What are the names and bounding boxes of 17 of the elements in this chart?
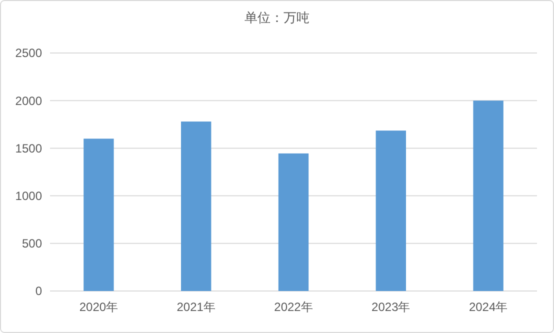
- bar: [181, 122, 212, 291]
- y-tick-label: 500: [22, 236, 42, 251]
- bar: [84, 138, 114, 291]
- bar: [376, 130, 406, 291]
- x-tick-label: 2022年: [274, 300, 313, 314]
- x-tick-label: 2023年: [372, 300, 410, 314]
- y-tick-label: 1000: [15, 189, 42, 203]
- y-tick-label: 1500: [15, 141, 42, 156]
- y-tick-label: 2500: [15, 46, 42, 60]
- x-tick-label: 2024年: [468, 300, 508, 314]
- chart-title: 单位：万吨: [244, 10, 310, 25]
- x-tick-label: 2021年: [176, 300, 216, 314]
- y-tick-label: 0: [35, 284, 42, 298]
- y-tick-label: 2000: [15, 94, 42, 108]
- bar: [473, 100, 504, 291]
- x-tick-label: 2020年: [79, 300, 118, 314]
- bar: [278, 153, 309, 291]
